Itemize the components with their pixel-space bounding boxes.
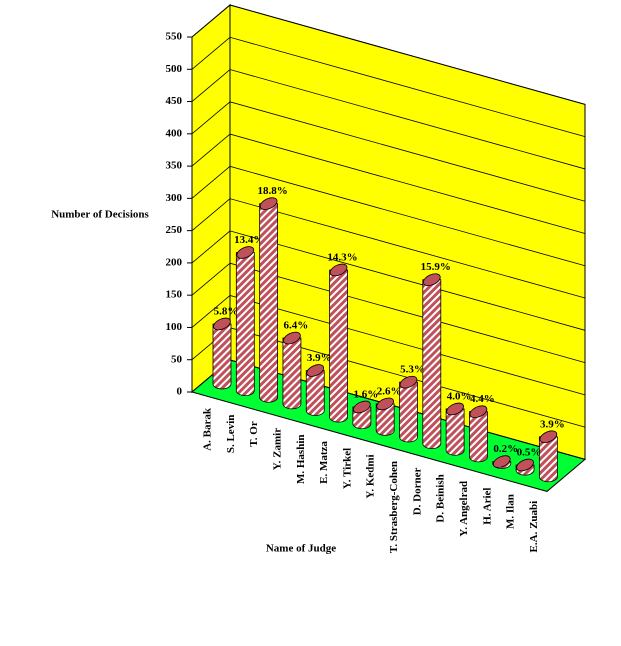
y-tick-label: 350 <box>166 160 183 172</box>
y-tick-label: 0 <box>177 386 183 398</box>
grid-line <box>191 4 586 105</box>
bar-top <box>539 430 558 444</box>
x-tick-label: Y. Kedmi <box>365 454 377 498</box>
y-tick-label: 150 <box>166 289 183 301</box>
y-tick-label: 100 <box>166 321 183 333</box>
bar-top <box>329 263 348 277</box>
bar-top <box>236 246 255 259</box>
bar-top <box>376 397 395 411</box>
bar <box>492 455 512 469</box>
x-tick-label: D. Dorner <box>411 468 423 516</box>
x-tick-label: A. Barak <box>202 407 214 451</box>
x-tick-label: T. Or <box>248 421 260 447</box>
grid-line <box>191 295 586 396</box>
grid-line <box>191 230 586 331</box>
bar <box>375 397 395 436</box>
bar-top <box>446 402 464 416</box>
x-tick-label: H. Ariel <box>481 488 493 525</box>
y-tick-label: 550 <box>166 31 183 43</box>
data-label: 2.6% <box>377 385 402 397</box>
grid-line <box>191 69 586 170</box>
data-label: 4.0% <box>447 390 472 402</box>
y-tick-label: 450 <box>166 95 183 107</box>
bar <box>212 317 232 390</box>
bar-top <box>259 197 278 210</box>
grid-line <box>191 101 586 202</box>
x-axis-title: Name of Judge <box>266 543 336 555</box>
data-label: 5.8% <box>214 306 239 318</box>
data-label: 14.3% <box>327 252 357 264</box>
bar-body <box>235 252 255 397</box>
bar-top <box>516 458 534 472</box>
bar <box>352 400 372 430</box>
bar-body <box>445 408 465 456</box>
bar-body <box>259 203 279 403</box>
data-label: 5.3% <box>400 364 425 376</box>
grid-line <box>191 165 586 267</box>
x-tick-label: S. Levin <box>225 415 237 454</box>
bar-body <box>305 370 325 416</box>
bar-body <box>329 269 348 423</box>
bar-top <box>399 375 418 389</box>
bar-top <box>492 455 511 468</box>
bar-body <box>282 337 302 410</box>
bar <box>282 331 302 410</box>
data-label: 0.2% <box>493 443 518 455</box>
bar-body <box>212 323 232 390</box>
bar <box>422 273 442 450</box>
data-label: 4.4% <box>470 393 495 405</box>
bar <box>399 375 418 443</box>
bar-body <box>538 436 558 483</box>
bar-body <box>399 381 418 443</box>
x-tick-label: Y. Tirkel <box>341 448 353 489</box>
bar <box>469 405 488 463</box>
bar <box>305 364 325 416</box>
bar-body <box>375 403 395 436</box>
grid-line <box>191 133 586 234</box>
bar <box>329 263 348 423</box>
data-label: 13.4% <box>234 234 264 246</box>
grid-line <box>191 36 586 138</box>
grid-line <box>191 262 586 363</box>
bar <box>235 246 255 397</box>
bar <box>538 430 558 483</box>
data-label: 15.9% <box>421 261 451 273</box>
data-label: 18.8% <box>257 185 287 197</box>
bar <box>515 458 535 476</box>
y-axis-title: Number of Decisions <box>51 209 149 221</box>
x-tick-label: E. Matza <box>318 441 330 484</box>
grid-line <box>191 198 586 299</box>
bar-top <box>469 405 488 419</box>
x-tick-label: Y. Zamir <box>271 428 283 470</box>
data-label: 3.9% <box>540 418 565 430</box>
y-tick-label: 300 <box>166 192 183 204</box>
x-tick-label: M. Ilan <box>505 494 517 529</box>
x-tick-label: M. Hashin <box>295 435 307 485</box>
x-tick-label: Y. Angelrad <box>458 481 470 537</box>
bar-top <box>283 331 301 345</box>
x-tick-label: T. Strasberg-Cohen <box>388 461 400 553</box>
data-label: 6.4% <box>284 320 309 332</box>
bar-body <box>422 279 442 450</box>
x-tick-label: D. Beinish <box>435 474 447 522</box>
bar-top <box>213 317 231 331</box>
bar-top <box>422 273 441 287</box>
y-tick-label: 50 <box>171 353 183 365</box>
x-tick-label: E.A. Zuabi <box>528 501 540 553</box>
bar <box>259 197 279 403</box>
bar-top <box>306 364 325 377</box>
data-label: 3.9% <box>307 352 332 364</box>
y-tick-label: 400 <box>166 127 183 139</box>
data-label: 0.5% <box>517 447 542 459</box>
y-tick-label: 250 <box>166 224 183 236</box>
y-tick-label: 200 <box>166 256 183 268</box>
bar-top <box>353 400 371 414</box>
data-label: 1.6% <box>353 389 378 401</box>
bar-body <box>469 411 488 463</box>
y-tick-label: 500 <box>166 63 183 75</box>
bar <box>445 402 465 456</box>
